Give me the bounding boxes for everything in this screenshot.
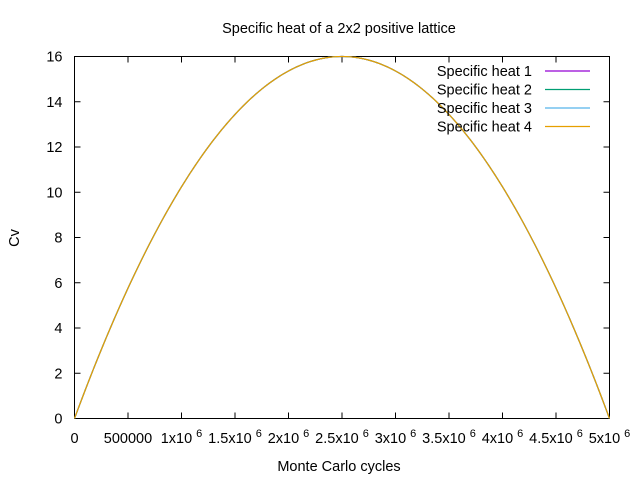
legend-label: Specific heat 2 [437,83,532,99]
y-tick-label: 8 [54,231,62,247]
x-tick-label-base: 3.5x10 [422,431,466,447]
legend-label: Specific heat 4 [437,120,532,136]
series-line-4 [73,55,611,419]
x-tick-label: 0 [70,431,78,447]
x-tick-label: 500000 [104,431,152,447]
x-tick-label-base: 5x10 [589,431,620,447]
x-tick-label-base: 2.5x10 [315,431,359,447]
x-tick-label-exponent: 6 [196,428,202,440]
x-tick-label-base: 4.5x10 [529,431,573,447]
x-tick-label: 4.5x10 6 [529,428,583,447]
x-axis-label: Monte Carlo cycles [277,459,400,475]
x-tick-label-exponent: 6 [256,428,262,440]
y-tick-label: 16 [46,50,62,66]
x-tick-label-exponent: 6 [577,428,583,440]
x-tick-label: 5x10 6 [589,428,631,447]
y-tick-label: 6 [54,276,62,292]
x-tick-label-base: 1.5x10 [208,431,252,447]
y-tick-label: 4 [54,321,62,337]
legend-label: Specific heat 1 [437,64,532,80]
x-tick-label: 3.5x10 6 [422,428,476,447]
x-tick-label: 1.5x10 6 [208,428,262,447]
y-axis-label: Cv [7,228,23,246]
x-tick-label-base: 4x10 [482,431,513,447]
x-tick-label: 2.5x10 6 [315,428,369,447]
x-tick-label-base: 2x10 [268,431,299,447]
y-tick-label: 12 [46,140,62,156]
legend: Specific heat 1 Specific heat 2 Specific h… [437,64,590,136]
y-tick-label: 10 [46,185,62,201]
x-tick-label-base: 3x10 [375,431,406,447]
x-tick-label: 1x10 6 [161,428,203,447]
x-tick-label-exponent: 6 [303,428,309,440]
y-tick-label: 2 [54,366,62,382]
y-tick-label: 14 [46,95,62,111]
x-tick-label: 2x10 6 [268,428,310,447]
chart-title: Specific heat of a 2x2 positive lattice [222,21,456,37]
x-tick-label: 3x10 6 [375,428,417,447]
x-tick-label-base: 500000 [104,431,152,447]
y-tick-label: 0 [54,412,62,428]
series-lines [73,55,611,419]
x-tick-label-exponent: 6 [624,428,630,440]
x-tick-label-exponent: 6 [363,428,369,440]
x-tick-label-exponent: 6 [517,428,523,440]
legend-label: Specific heat 3 [437,101,532,117]
x-tick-label-exponent: 6 [470,428,476,440]
x-tick-label-base: 0 [70,431,78,447]
x-tick-label-exponent: 6 [410,428,416,440]
x-tick-label: 4x10 6 [482,428,524,447]
x-tick-label-base: 1x10 [161,431,192,447]
